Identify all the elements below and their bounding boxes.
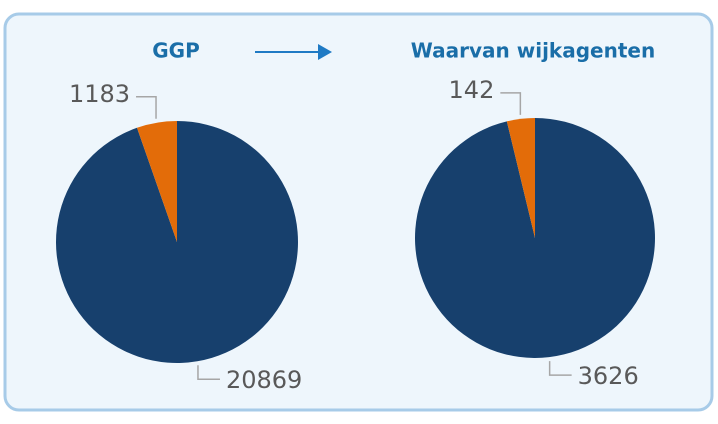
leader-line	[500, 92, 522, 115]
leader-line	[548, 361, 572, 376]
leader-line	[197, 365, 220, 380]
leader-line	[136, 96, 157, 119]
pie-slice	[55, 121, 298, 363]
pie-slice	[415, 118, 656, 359]
arrow-head	[318, 44, 332, 60]
pie-slice	[136, 121, 177, 242]
data-label: 3626	[578, 362, 639, 390]
data-label: 1183	[69, 80, 130, 108]
chart-title: Waarvan wijkagenten	[411, 39, 655, 63]
data-label: 20869	[226, 366, 302, 394]
pie-slice	[506, 118, 535, 238]
chart-title: GGP	[152, 39, 200, 63]
data-label: 142	[449, 76, 495, 104]
